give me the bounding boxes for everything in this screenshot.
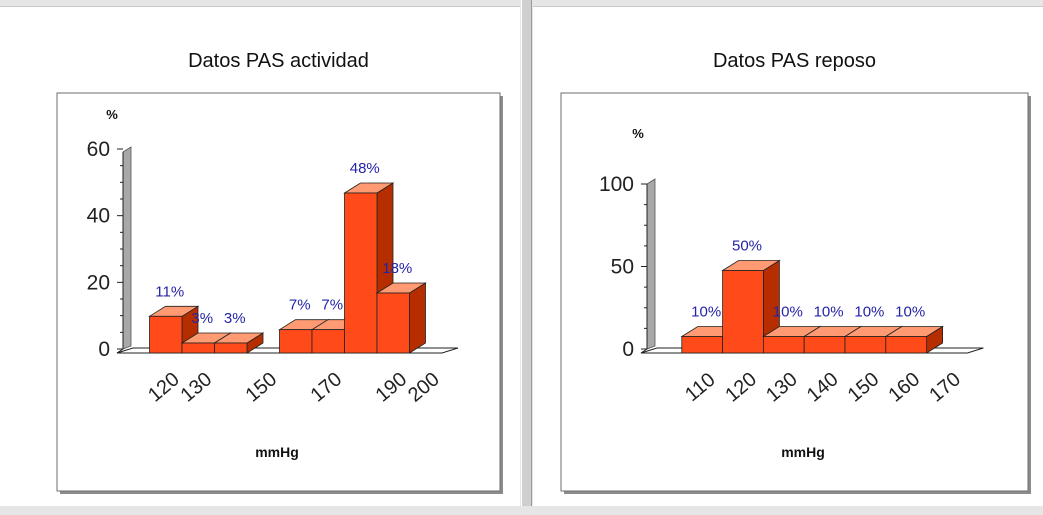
- bottom-strip: [0, 506, 1043, 515]
- y-tick-label: 60: [87, 138, 110, 161]
- bar: [803, 336, 846, 354]
- chart-title: Datos PAS actividad: [188, 50, 369, 72]
- y-tick-label: 0: [98, 338, 110, 361]
- y-tick-label: 40: [87, 205, 110, 228]
- bar-side: [409, 282, 426, 354]
- y-axis-wall: [122, 146, 132, 350]
- x-axis-label: mmHg: [781, 444, 825, 460]
- bar: [181, 342, 215, 354]
- bar: [722, 270, 764, 354]
- bar: [885, 336, 927, 354]
- bar: [279, 329, 313, 354]
- bar: [681, 336, 724, 354]
- value-label: 3%: [191, 310, 213, 327]
- value-label: 10%: [691, 304, 721, 321]
- value-label: 10%: [895, 304, 925, 321]
- chart-reposo: Datos PAS reposo 0 50 100% 10% 50% 10% 10% 10% 10…: [560, 50, 1031, 494]
- bar: [344, 192, 378, 354]
- y-tick-label: 100: [599, 173, 634, 196]
- value-label: 10%: [773, 304, 803, 321]
- value-label: 48%: [350, 160, 380, 177]
- y-axis-wall: [646, 178, 656, 350]
- chart-panel-reposo: Datos PAS reposo 0 50 100% 10% 50% 10% 10% 10% 10…: [533, 6, 1043, 507]
- bar: [149, 315, 183, 354]
- panel-divider[interactable]: [521, 0, 532, 515]
- bar: [762, 336, 805, 354]
- chart-actividad: Datos PAS actividad 0 20 40 60% 11% 3% 3% 7% 7% 48…: [56, 50, 503, 494]
- value-label: 11%: [155, 283, 184, 300]
- y-axis-label: %: [632, 126, 644, 141]
- value-label: 7%: [321, 297, 343, 314]
- chart-title: Datos PAS reposo: [713, 50, 876, 72]
- value-label: 18%: [382, 260, 412, 277]
- value-label: 50%: [732, 238, 762, 255]
- chart-panel-actividad: Datos PAS actividad 0 20 40 60% 11% 3% 3% 7% 7% 48…: [0, 6, 520, 507]
- bar: [376, 292, 410, 354]
- value-label: 3%: [224, 310, 246, 327]
- x-axis-label: mmHg: [255, 444, 299, 460]
- y-axis-label: %: [106, 107, 118, 122]
- y-tick-label: 20: [87, 271, 110, 294]
- bar: [214, 342, 248, 354]
- y-tick-label: 0: [622, 338, 634, 361]
- y-tick-label: 50: [611, 256, 634, 279]
- value-label: 10%: [814, 304, 844, 321]
- value-label: 10%: [854, 304, 884, 321]
- plot-box: [560, 92, 1029, 492]
- bar: [844, 336, 887, 354]
- value-label: 7%: [289, 297, 311, 314]
- bar: [311, 329, 345, 354]
